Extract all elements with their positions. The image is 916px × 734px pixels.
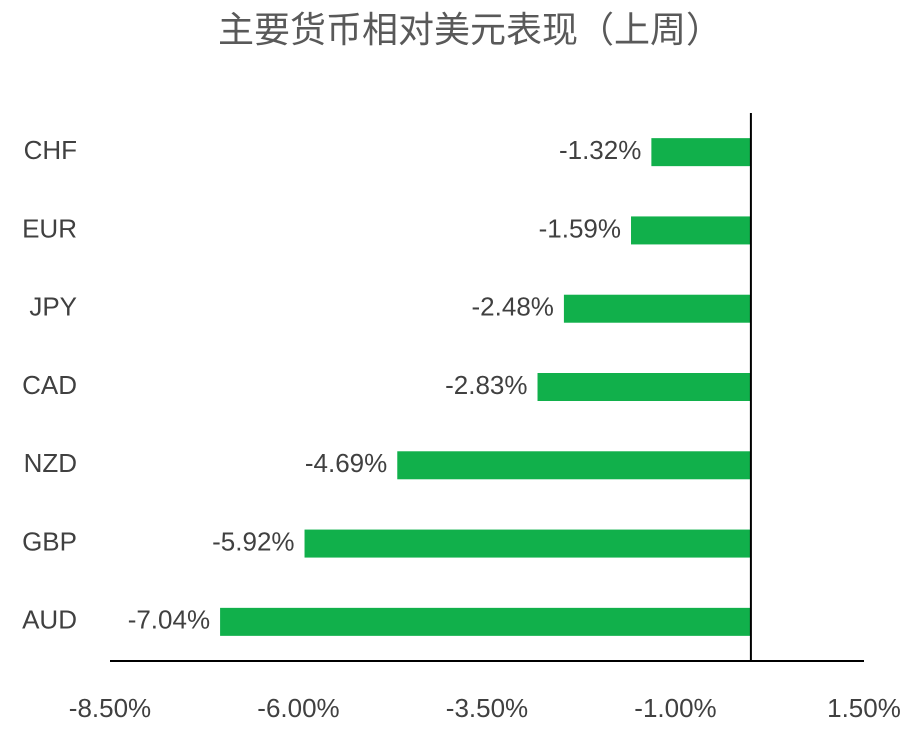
y-tick-label: GBP	[22, 526, 77, 556]
y-tick-label: NZD	[24, 448, 77, 478]
value-label: -2.48%	[472, 292, 554, 322]
bar	[537, 373, 751, 401]
x-tick-label: -1.00%	[634, 693, 716, 723]
value-label: -7.04%	[128, 605, 210, 635]
value-label: -2.83%	[445, 370, 527, 400]
x-tick-label: 1.50%	[827, 693, 901, 723]
value-label: -5.92%	[212, 526, 294, 556]
value-label: -4.69%	[305, 448, 387, 478]
y-tick-label: CAD	[22, 370, 77, 400]
bar	[563, 294, 751, 323]
value-label: -1.59%	[539, 213, 621, 243]
bar	[397, 451, 751, 480]
x-tick-label: -6.00%	[257, 693, 339, 723]
y-tick-label: CHF	[24, 135, 77, 165]
bar	[220, 607, 751, 636]
x-tick-label: -3.50%	[446, 693, 528, 723]
bar	[651, 138, 751, 167]
bar	[304, 529, 751, 558]
y-tick-label: AUD	[22, 605, 77, 635]
x-tick-label: -8.50%	[69, 693, 151, 723]
y-tick-label: EUR	[22, 213, 77, 243]
bar	[631, 216, 751, 245]
y-tick-label: JPY	[29, 292, 77, 322]
value-label: -1.32%	[559, 135, 641, 165]
chart-title: 主要货币相对美元表现（上周）	[218, 10, 722, 51]
